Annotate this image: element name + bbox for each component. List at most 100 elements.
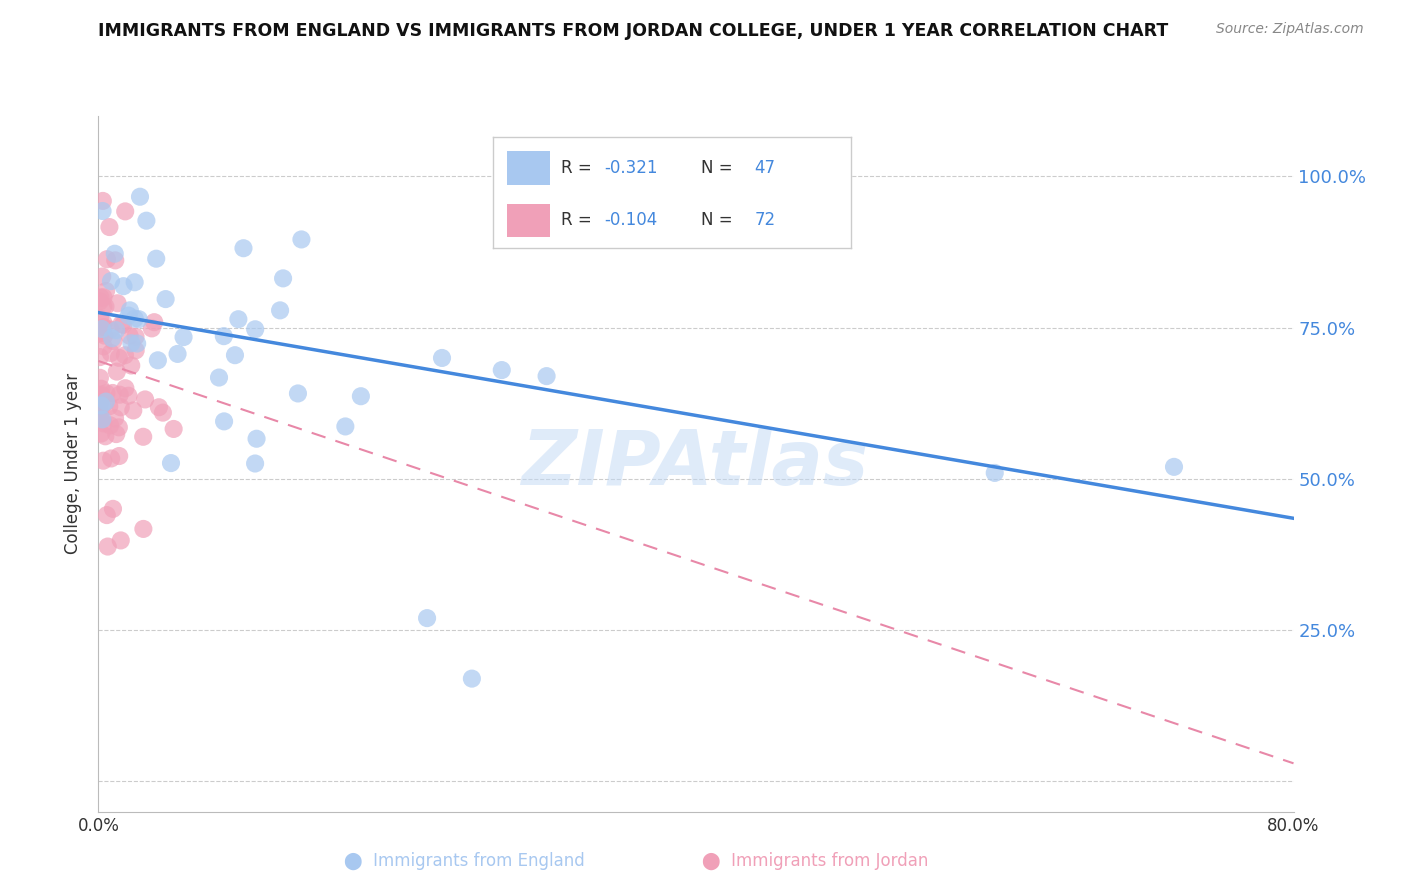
Point (96, 386, 118, 401)
Point (93, 339, 115, 353)
Point (208, 370, 231, 384)
Point (89, 326, 111, 341)
Point (105, 365, 128, 379)
Point (105, 323, 128, 337)
Point (90, 387, 112, 401)
Point (89, 413, 111, 427)
Point (107, 296, 129, 310)
Point (98, 399, 121, 413)
Point (104, 411, 127, 425)
Point (89, 294, 111, 309)
Point (129, 190, 152, 204)
Point (212, 414, 235, 428)
Point (141, 321, 163, 335)
Point (146, 353, 169, 368)
Point (145, 252, 167, 266)
Point (416, 611, 439, 625)
Point (91, 322, 114, 336)
Point (124, 311, 146, 326)
Point (128, 312, 150, 326)
Point (101, 386, 124, 401)
Point (290, 232, 312, 246)
Point (117, 309, 139, 323)
Point (96, 252, 118, 267)
Point (335, 419, 357, 434)
Point (103, 334, 125, 348)
Point (173, 330, 195, 344)
Point (94, 394, 117, 409)
Point (350, 389, 373, 403)
Point (94, 284, 117, 298)
Point (108, 387, 131, 401)
Point (91, 412, 114, 426)
Point (98, 418, 121, 433)
Point (90, 382, 112, 396)
Point (110, 317, 132, 331)
Point (104, 246, 127, 260)
Point (224, 348, 246, 362)
Point (287, 386, 309, 401)
Point (89, 389, 111, 403)
Point (101, 331, 124, 345)
Point (118, 328, 141, 343)
Point (89, 311, 111, 326)
Point (228, 312, 250, 326)
Point (132, 430, 155, 444)
Point (114, 381, 136, 395)
Point (132, 522, 155, 536)
Point (461, 672, 484, 686)
Point (100, 274, 122, 288)
Point (90, 399, 112, 413)
Point (112, 318, 135, 332)
Point (98, 220, 121, 235)
Point (100, 346, 122, 360)
Point (93, 316, 115, 330)
Point (97, 540, 120, 554)
Point (245, 322, 267, 336)
Point (155, 292, 177, 306)
Point (491, 363, 513, 377)
Point (212, 329, 235, 343)
Point (122, 403, 145, 417)
Text: ZIPAtlas: ZIPAtlas (522, 427, 870, 500)
Point (93, 320, 115, 334)
Point (100, 451, 122, 466)
Point (89, 411, 111, 425)
Point (124, 329, 146, 343)
Point (135, 213, 157, 227)
Point (148, 401, 170, 415)
Text: ⬤  Immigrants from Jordan: ⬤ Immigrants from Jordan (702, 852, 929, 870)
Point (269, 303, 291, 318)
Point (100, 322, 122, 336)
Point (271, 271, 294, 285)
Point (134, 392, 156, 407)
Point (243, 457, 266, 471)
Point (124, 275, 146, 289)
Point (114, 204, 136, 219)
Point (112, 279, 135, 293)
Point (245, 432, 267, 446)
Point (127, 336, 149, 351)
Point (430, 351, 453, 365)
Point (104, 253, 127, 268)
Point (89, 388, 111, 402)
Point (124, 343, 146, 358)
Text: Source: ZipAtlas.com: Source: ZipAtlas.com (1216, 22, 1364, 37)
Text: ⬤  Immigrants from England: ⬤ Immigrants from England (343, 852, 585, 870)
Point (117, 389, 139, 403)
Point (91, 453, 114, 467)
Point (120, 359, 142, 373)
Point (93, 290, 115, 304)
Point (232, 241, 254, 255)
Point (93, 328, 115, 343)
Point (94, 396, 117, 410)
Point (143, 315, 166, 329)
Point (984, 466, 1007, 480)
Point (152, 406, 174, 420)
Point (120, 336, 142, 351)
Point (94, 429, 117, 443)
Point (94, 300, 117, 314)
Point (160, 456, 183, 470)
Point (105, 427, 128, 442)
Point (91, 204, 114, 219)
